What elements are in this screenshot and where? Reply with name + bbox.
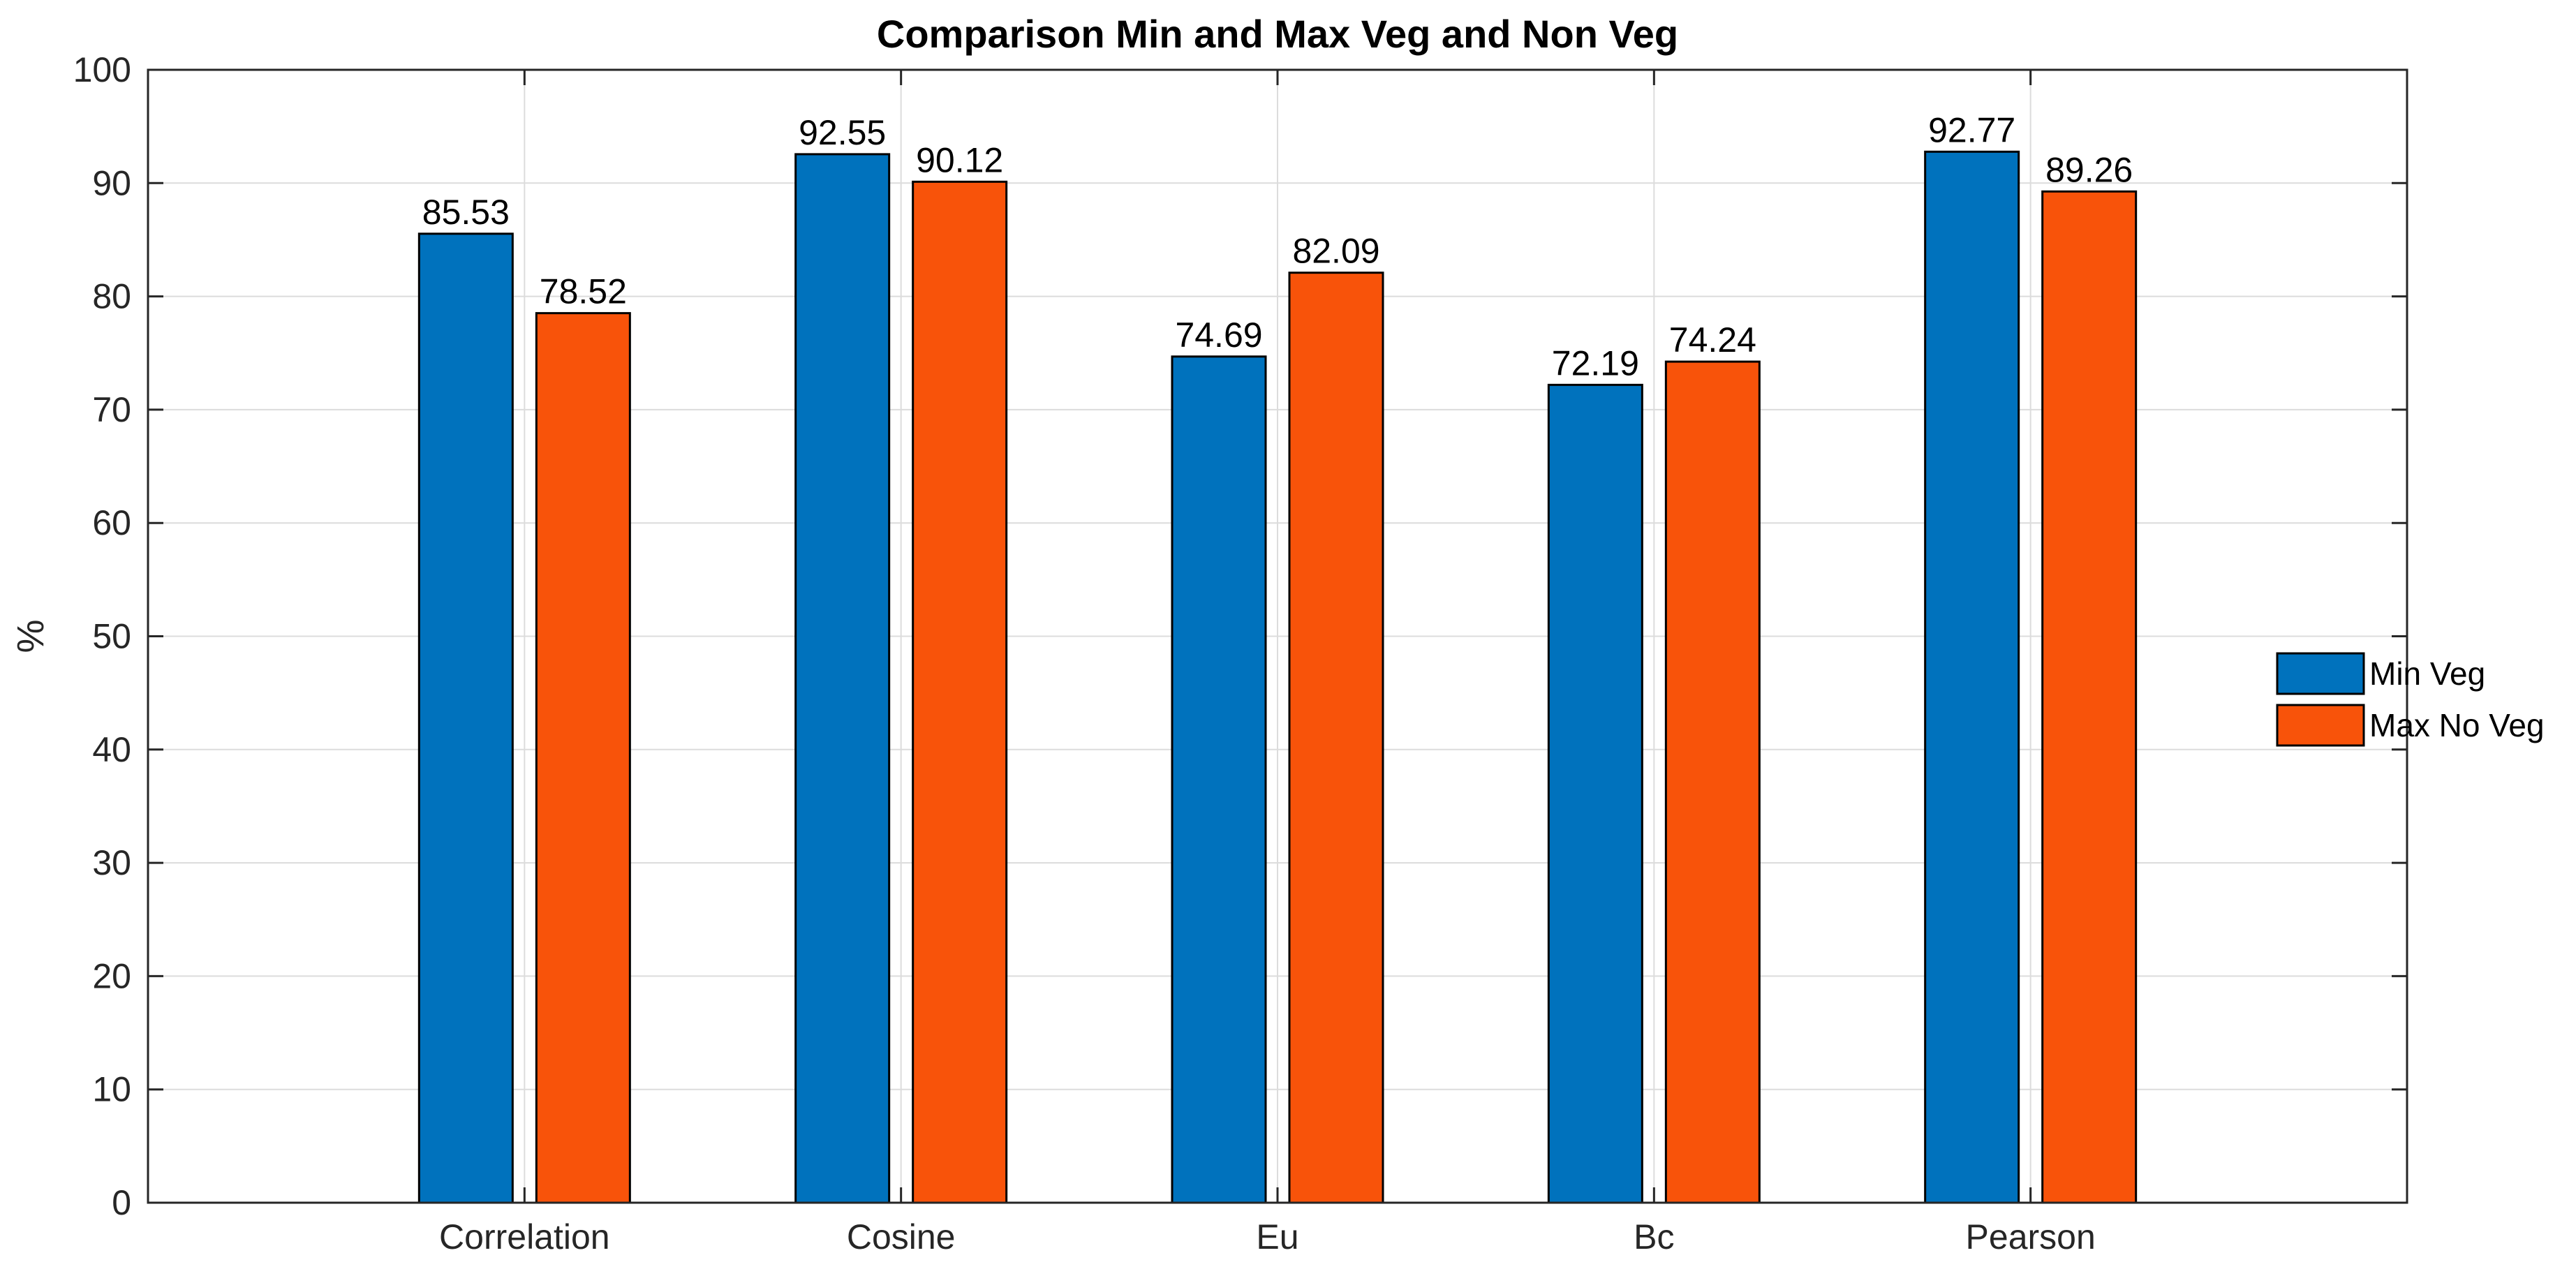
- y-tick-label: 0: [112, 1183, 131, 1222]
- bar-min-veg-pearson[interactable]: [1924, 150, 2020, 1204]
- x-tick-label: Cosine: [847, 1217, 956, 1256]
- y-tick-label: 80: [92, 277, 131, 316]
- data-label: 89.26: [2045, 150, 2133, 189]
- x-tick-label: Correlation: [439, 1217, 610, 1256]
- legend-swatch-min-veg[interactable]: [2276, 652, 2365, 695]
- y-tick-label: 40: [92, 730, 131, 769]
- bar-max-no-veg-pearson[interactable]: [2041, 190, 2138, 1204]
- chart-title: Comparison Min and Max Veg and Non Veg: [877, 12, 1678, 56]
- x-tick-label: Pearson: [1966, 1217, 2096, 1256]
- bar-max-no-veg-bc[interactable]: [1664, 360, 1761, 1204]
- y-tick-label: 50: [92, 617, 131, 656]
- y-tick-label: 100: [73, 50, 131, 89]
- y-tick-label: 10: [92, 1070, 131, 1109]
- y-tick-label: 70: [92, 390, 131, 429]
- axes: 0 10 20 30 40 50 60 70 80 90 100 Correlation Cosine E…: [73, 50, 2408, 1256]
- data-label: 92.55: [799, 113, 886, 152]
- legend-label-max-no-veg[interactable]: Max No Veg: [2369, 707, 2545, 743]
- data-label: 92.77: [1928, 110, 2015, 149]
- y-tick-label: 90: [92, 163, 131, 202]
- y-tick-label: 60: [92, 503, 131, 542]
- bar-min-veg-bc[interactable]: [1547, 383, 1643, 1204]
- legend-swatch-max-no-veg[interactable]: [2276, 704, 2365, 747]
- bar-min-veg-eu[interactable]: [1171, 355, 1267, 1204]
- y-axis-label: %: [10, 619, 52, 653]
- legend[interactable]: Min Veg Max No Veg: [2276, 652, 2545, 747]
- legend-label-min-veg[interactable]: Min Veg: [2369, 655, 2485, 692]
- x-tick-label: Bc: [1634, 1217, 1674, 1256]
- bar-min-veg-cosine[interactable]: [794, 153, 891, 1204]
- bar-max-no-veg-eu[interactable]: [1288, 272, 1384, 1204]
- bar-max-no-veg-correlation[interactable]: [535, 312, 631, 1204]
- data-label: 90.12: [916, 140, 1003, 179]
- data-label: 74.24: [1669, 320, 1756, 359]
- data-label: 78.52: [540, 272, 627, 311]
- bar-min-veg-correlation[interactable]: [417, 232, 514, 1204]
- x-tick-label: Eu: [1256, 1217, 1298, 1256]
- data-label: 72.19: [1552, 343, 1639, 383]
- y-tick-label: 30: [92, 843, 131, 882]
- y-tick-label: 20: [92, 956, 131, 995]
- data-label: 82.09: [1292, 232, 1379, 271]
- data-labels: 85.53 92.55 74.69 72.19 92.77 78.52 90.12 82.09…: [422, 110, 2133, 383]
- bars: [417, 150, 2138, 1204]
- data-label: 74.69: [1175, 316, 1262, 355]
- data-label: 85.53: [422, 193, 510, 232]
- bar-max-no-veg-cosine[interactable]: [912, 180, 1008, 1204]
